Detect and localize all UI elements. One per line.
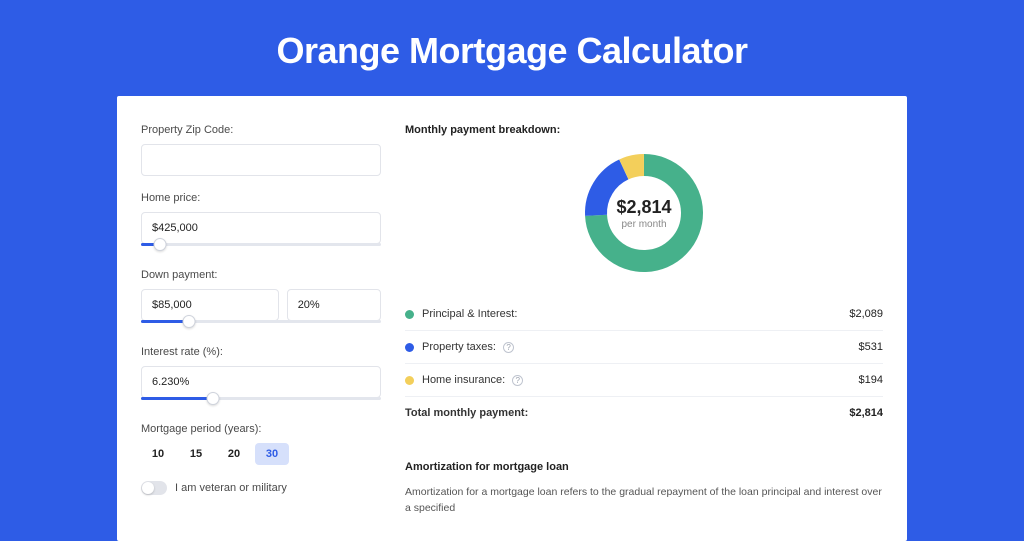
- period-option-20[interactable]: 20: [217, 443, 251, 465]
- home-price-input[interactable]: [141, 212, 381, 244]
- zip-label: Property Zip Code:: [141, 124, 381, 136]
- home-price-label: Home price:: [141, 192, 381, 204]
- legend-dot: [405, 376, 414, 385]
- amortization-section: Amortization for mortgage loan Amortizat…: [405, 447, 883, 517]
- home-price-slider[interactable]: [141, 243, 381, 253]
- total-amount: $2,814: [849, 407, 883, 419]
- legend-row: Property taxes: ?$531: [405, 331, 883, 364]
- donut-chart: $2,814 per month: [405, 148, 883, 278]
- legend-label: Property taxes: ?: [422, 341, 859, 353]
- interest-rate-field: Interest rate (%):: [141, 346, 381, 407]
- slider-thumb[interactable]: [207, 392, 220, 405]
- period-option-30[interactable]: 30: [255, 443, 289, 465]
- interest-rate-input[interactable]: [141, 366, 381, 398]
- input-form: Property Zip Code: Home price: Down paym…: [141, 124, 381, 517]
- total-label: Total monthly payment:: [405, 407, 849, 419]
- legend-label: Home insurance: ?: [422, 374, 859, 386]
- down-payment-slider[interactable]: [141, 320, 381, 330]
- legend-label: Principal & Interest:: [422, 308, 849, 320]
- down-payment-field: Down payment:: [141, 269, 381, 330]
- veteran-toggle[interactable]: [141, 481, 167, 495]
- home-price-field: Home price:: [141, 192, 381, 253]
- calculator-panel: Property Zip Code: Home price: Down paym…: [117, 96, 907, 541]
- donut-center-value: $2,814: [616, 197, 671, 217]
- page-title: Orange Mortgage Calculator: [0, 0, 1024, 96]
- amortization-heading: Amortization for mortgage loan: [405, 461, 883, 473]
- legend-row: Home insurance: ?$194: [405, 364, 883, 397]
- interest-rate-slider[interactable]: [141, 397, 381, 407]
- down-payment-pct-input[interactable]: [287, 289, 381, 321]
- legend-dot: [405, 343, 414, 352]
- interest-rate-label: Interest rate (%):: [141, 346, 381, 358]
- legend-amount: $2,089: [849, 308, 883, 320]
- zip-input[interactable]: [141, 144, 381, 176]
- legend-dot: [405, 310, 414, 319]
- donut-center-sub: per month: [621, 219, 666, 230]
- info-icon[interactable]: ?: [512, 375, 523, 386]
- zip-field: Property Zip Code:: [141, 124, 381, 176]
- period-option-15[interactable]: 15: [179, 443, 213, 465]
- mortgage-period-label: Mortgage period (years):: [141, 423, 381, 435]
- legend-row: Principal & Interest:$2,089: [405, 298, 883, 331]
- info-icon[interactable]: ?: [503, 342, 514, 353]
- legend-amount: $194: [859, 374, 883, 386]
- slider-thumb[interactable]: [154, 238, 167, 251]
- down-payment-label: Down payment:: [141, 269, 381, 281]
- down-payment-amount-input[interactable]: [141, 289, 279, 321]
- breakdown-heading: Monthly payment breakdown:: [405, 124, 883, 136]
- veteran-label: I am veteran or military: [175, 482, 287, 494]
- mortgage-period-field: Mortgage period (years): 10152030: [141, 423, 381, 465]
- slider-thumb[interactable]: [183, 315, 196, 328]
- total-row: Total monthly payment: $2,814: [405, 397, 883, 429]
- toggle-knob: [142, 482, 154, 494]
- legend-amount: $531: [859, 341, 883, 353]
- breakdown-panel: Monthly payment breakdown: $2,814 per mon…: [405, 124, 883, 517]
- period-option-10[interactable]: 10: [141, 443, 175, 465]
